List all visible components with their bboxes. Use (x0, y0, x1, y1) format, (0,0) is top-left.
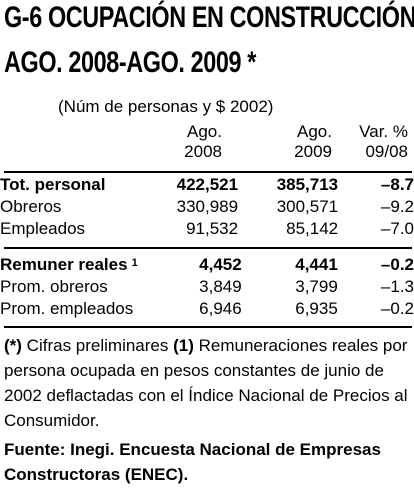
column-header-line: Var. % (359, 122, 408, 141)
table-row-empleados: Empleados 91,532 85,142 –7.0 (0, 218, 414, 240)
footnote-text: Cifras preliminares (21, 336, 174, 355)
value-2009: 85,142 (286, 219, 339, 238)
divider (4, 171, 412, 173)
value-2009: 3,799 (295, 277, 338, 296)
value-2008: 330,989 (176, 197, 239, 216)
divider (4, 326, 412, 328)
footnotes: (*) Cifras preliminares (1) Remuneracion… (4, 333, 412, 433)
wages-table: Remuner reales 1 4,452 4,441 –0.2 Prom. o… (0, 254, 414, 320)
column-header-line: 09/08 (365, 142, 408, 161)
divider (4, 247, 412, 249)
column-header-variation: Var. % 09/08 (330, 122, 408, 162)
row-label: Obreros (0, 197, 62, 216)
value-2008: 422,521 (176, 175, 239, 194)
value-2009: 385,713 (276, 175, 339, 194)
units-subtitle: (Núm de personas y $ 2002) (58, 97, 274, 116)
value-2009: 300,571 (276, 197, 339, 216)
value-variation: –8.7 (380, 175, 414, 194)
row-label: Prom. obreros (0, 277, 108, 296)
row-label: Prom. empleados (0, 299, 134, 318)
column-header-line: Ago. (297, 122, 332, 141)
value-2009: 6,935 (295, 299, 338, 318)
row-label: Remuner reales 1 (0, 254, 170, 276)
value-2008: 6,946 (199, 299, 242, 318)
footnote-marker: (1) (173, 336, 194, 355)
footnote-marker: (*) (4, 336, 22, 355)
table-row-remuner-reales: Remuner reales 1 4,452 4,441 –0.2 (0, 254, 414, 276)
footnote-ref: 1 (131, 257, 138, 269)
value-variation: –9.2 (380, 197, 414, 216)
column-header-line: 2008 (184, 142, 222, 161)
value-variation: –7.0 (380, 219, 414, 238)
page-title-period: AGO. 2008-AGO. 2009 * (4, 46, 256, 79)
employment-table: Tot. personal 422,521 385,713 –8.7 Obrer… (0, 174, 414, 240)
value-2009: 4,441 (295, 255, 338, 274)
column-header-2009: Ago. 2009 (250, 122, 332, 162)
column-header-line: 2009 (294, 142, 332, 161)
row-label: Empleados (0, 219, 86, 238)
table-row-total-personal: Tot. personal 422,521 385,713 –8.7 (0, 174, 414, 196)
row-label: Tot. personal (0, 175, 106, 194)
page-title: G-6 OCUPACIÓN EN CONSTRUCCIÓN (4, 1, 414, 34)
value-variation: –1.3 (380, 277, 414, 296)
column-header-2008: Ago. 2008 (150, 122, 222, 162)
table-row-prom-obreros: Prom. obreros 3,849 3,799 –1.3 (0, 276, 414, 298)
value-2008: 4,452 (199, 255, 242, 274)
table-row-prom-empleados: Prom. empleados 6,946 6,935 –0.2 (0, 298, 414, 320)
value-2008: 91,532 (186, 219, 239, 238)
footnote-text: Remuneraciones reales por persona ocupad… (4, 336, 408, 430)
table-row-obreros: Obreros 330,989 300,571 –9.2 (0, 196, 414, 218)
value-2008: 3,849 (199, 277, 242, 296)
value-variation: –0.2 (380, 255, 414, 274)
source-note: Fuente: Inegi. Encuesta Nacional de Empr… (4, 440, 381, 484)
row-label-text: Remuner reales (0, 255, 128, 274)
column-header-line: Ago. (187, 122, 222, 141)
value-variation: –0.2 (380, 299, 414, 318)
